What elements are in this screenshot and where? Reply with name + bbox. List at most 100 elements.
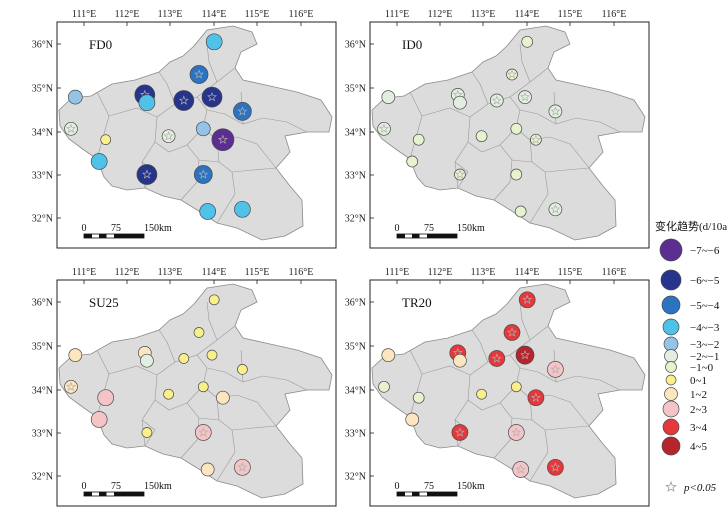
district-border xyxy=(154,399,200,459)
station-marker xyxy=(64,379,78,394)
lon-tick-label: 111°E xyxy=(385,267,409,278)
scale-bar-label: 0 xyxy=(395,481,400,492)
significance-star xyxy=(237,106,248,116)
district-border xyxy=(198,159,220,163)
lon-tick-label: 115°E xyxy=(558,9,583,20)
district-border xyxy=(216,429,236,482)
lon-tick-label: 115°E xyxy=(558,267,583,278)
lon-tick-label: 111°E xyxy=(72,9,96,20)
scale-bar-label: 0 xyxy=(395,223,400,234)
legend-swatch xyxy=(661,295,681,315)
legend-significance-star xyxy=(665,480,677,492)
station-marker xyxy=(90,411,108,428)
legend-swatch xyxy=(662,418,680,436)
station-marker xyxy=(405,412,420,427)
station-marker xyxy=(163,388,174,400)
lat-tick-label: 33°N xyxy=(32,171,53,182)
significance-star xyxy=(531,134,541,144)
district-border xyxy=(206,367,308,391)
district-border xyxy=(467,399,513,459)
map-panel-su25: 111°E 112°E 113°E 114°E 115°E 116°E 36°N 35°N 34… xyxy=(32,267,337,507)
station-marker xyxy=(453,353,467,368)
station-marker xyxy=(211,128,235,152)
lon-tick-label: 112°E xyxy=(115,9,140,20)
lat-tick-label: 36°N xyxy=(345,40,366,51)
district-border xyxy=(529,171,549,224)
lon-tick-label: 111°E xyxy=(72,267,96,278)
station-marker xyxy=(136,164,158,185)
station-marker xyxy=(67,89,83,105)
lat-tick-label: 34°N xyxy=(345,128,366,139)
district-border xyxy=(206,43,218,83)
significance-star xyxy=(454,169,465,179)
scale-bar-label: 75 xyxy=(424,223,434,234)
legend-swatch xyxy=(662,400,680,418)
station-marker xyxy=(518,90,532,104)
significance-star xyxy=(141,169,152,179)
lon-tick-label: 113°E xyxy=(471,9,496,20)
district-border xyxy=(519,367,621,391)
scale-bar-segment xyxy=(114,492,144,496)
lon-tick-label: 116°E xyxy=(289,9,314,20)
station-marker xyxy=(234,458,251,476)
lat-tick-label: 33°N xyxy=(32,429,53,440)
station-marker xyxy=(381,90,396,104)
station-marker xyxy=(193,327,205,338)
lat-tick-label: 36°N xyxy=(32,40,53,51)
scale-bar: 0 75 150km xyxy=(395,481,485,497)
scale-bar-segment xyxy=(397,234,405,238)
significance-star xyxy=(207,91,217,102)
significance-star xyxy=(511,427,522,437)
lon-tick-label: 112°E xyxy=(428,267,453,278)
station-marker xyxy=(515,345,535,365)
legend-label: 3~4 xyxy=(690,422,707,434)
significance-star xyxy=(178,95,189,105)
district-border xyxy=(108,365,158,447)
station-marker xyxy=(377,121,391,136)
lat-tick-label: 32°N xyxy=(345,214,366,225)
lat-tick-label: 36°N xyxy=(32,298,53,309)
scale-bar-label: 75 xyxy=(424,481,434,492)
lon-tick-label: 113°E xyxy=(471,267,496,278)
map-panel-tr20: 111°E 112°E 113°E 114°E 115°E 116°E 36°N 35°N 34… xyxy=(345,267,650,507)
lat-tick-label: 34°N xyxy=(32,128,53,139)
scale-bar-label: 150km xyxy=(457,223,485,234)
station-marker xyxy=(548,104,563,119)
map-panel-fd0: 111°E 112°E 113°E 114°E 115°E 116°E 36°N 35°N 34… xyxy=(32,9,337,249)
station-marker xyxy=(161,129,176,144)
district-border xyxy=(158,71,176,105)
lon-tick-label: 114°E xyxy=(202,267,227,278)
station-marker xyxy=(100,134,112,146)
station-marker xyxy=(97,389,115,407)
legend-swatch xyxy=(664,349,678,363)
scale-bar-segment xyxy=(99,492,107,496)
legend-label: −1~0 xyxy=(690,362,714,374)
district-border xyxy=(471,329,489,363)
lat-tick-label: 35°N xyxy=(345,342,366,353)
station-marker xyxy=(381,348,396,362)
lon-tick-label: 111°E xyxy=(385,9,409,20)
significance-star xyxy=(550,462,561,472)
station-marker xyxy=(506,68,518,81)
lon-tick-label: 112°E xyxy=(428,9,453,20)
panel-title: TR20 xyxy=(402,295,432,310)
station-marker xyxy=(412,391,425,404)
lon-tick-label: 112°E xyxy=(115,267,140,278)
scale-bar: 0 75 150km xyxy=(82,223,172,239)
map-panel-id0: 111°E 112°E 113°E 114°E 115°E 116°E 36°N 35°N 34… xyxy=(345,9,650,249)
significance-star xyxy=(198,427,209,437)
district-border xyxy=(206,109,308,133)
lat-tick-label: 35°N xyxy=(32,342,53,353)
station-marker xyxy=(140,353,154,368)
lat-tick-label: 35°N xyxy=(345,84,366,95)
map-panels: 111°E 112°E 113°E 114°E 115°E 116°E 36°N 35°N 34… xyxy=(32,9,650,507)
district-border xyxy=(467,141,513,201)
district-border xyxy=(409,349,423,418)
significance-star xyxy=(550,106,561,116)
lon-tick-label: 115°E xyxy=(245,267,270,278)
station-marker xyxy=(234,200,251,218)
legend: 变化趋势(d/10a) −7~−6 −6~−5 −5~−4 −4~−3 −3~−2−2~−… xyxy=(655,219,727,494)
lat-tick-label: 33°N xyxy=(345,171,366,182)
significance-star xyxy=(520,91,530,102)
station-marker xyxy=(173,90,195,111)
